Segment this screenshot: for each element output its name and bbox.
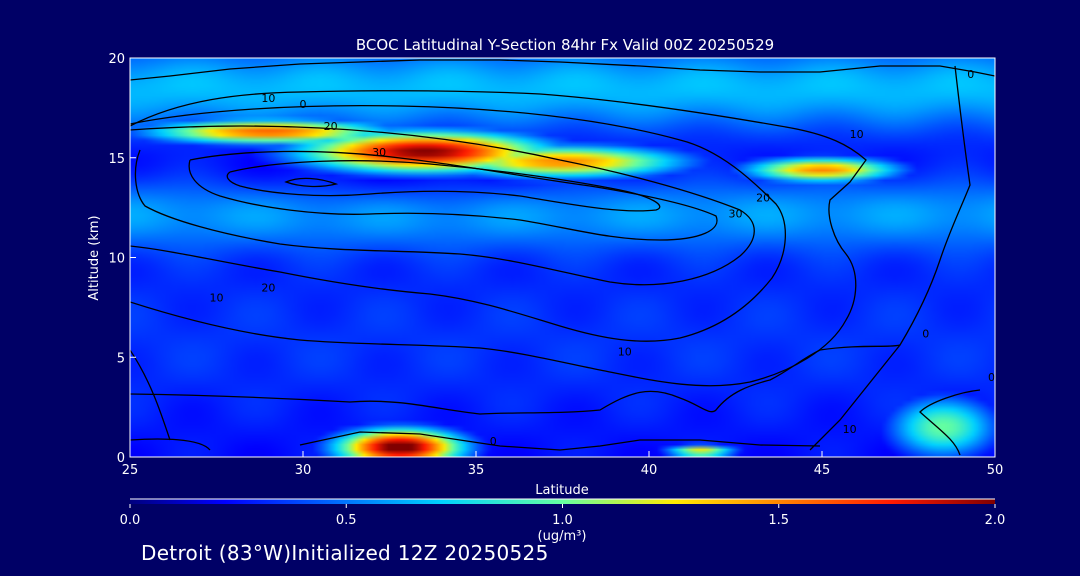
- y-axis: 0 5 10 15 20: [108, 52, 136, 466]
- contour-label: 10: [210, 291, 224, 304]
- x-tick-label: 25: [122, 463, 139, 478]
- contour-50: [226, 160, 661, 212]
- contour-label: 0: [300, 98, 307, 111]
- y-tick-label: 10: [108, 252, 125, 267]
- y-axis-label: Altitude (km): [87, 215, 102, 300]
- colorbar-tick-label: 0.0: [120, 513, 141, 528]
- footer-caption: Detroit (83°W)Initialized 12Z 20250525: [141, 541, 549, 565]
- x-tick-label: 40: [641, 463, 658, 478]
- concentration-field: [130, 58, 995, 457]
- colorbar-ticks: 0.0 0.5 1.0 1.5 2.0: [120, 504, 1006, 528]
- x-tick-label: 50: [987, 463, 1004, 478]
- contour-0-top: [130, 59, 995, 81]
- colorbar-tick-label: 0.5: [336, 513, 357, 528]
- contour-10-outer: [130, 90, 867, 387]
- contour-label: 10: [843, 423, 857, 436]
- contour-20: [130, 104, 786, 342]
- x-axis-label: Latitude: [535, 483, 589, 498]
- contour-label: 30: [372, 146, 386, 159]
- y-tick-label: 15: [108, 152, 125, 167]
- x-tick-label: 45: [814, 463, 831, 478]
- colorbar-tick-label: 1.5: [768, 513, 789, 528]
- contour-10-lower: [130, 344, 981, 456]
- contour-label: 0: [988, 371, 995, 384]
- y-tick-label: 5: [117, 351, 125, 366]
- contour-label: 30: [729, 208, 743, 221]
- x-tick-label: 35: [468, 463, 485, 478]
- x-axis: 25 30 35 40 45 50: [122, 451, 1004, 478]
- contour-label: 10: [618, 345, 632, 358]
- contour-label: 20: [261, 281, 275, 294]
- contour-label: 20: [756, 192, 770, 205]
- chart-title: BCOC Latitudinal Y-Section 84hr Fx Valid…: [356, 36, 774, 54]
- colorbar-units: (ug/m³): [538, 529, 587, 544]
- y-tick-label: 20: [108, 52, 125, 67]
- contour-label: 10: [850, 128, 864, 141]
- colorbar: 0.0 0.5 1.0 1.5 2.0 (ug/m³): [120, 498, 1006, 544]
- colorbar-tick-label: 1.0: [552, 513, 573, 528]
- contour-0-boundary: [130, 431, 821, 451]
- contour-30: [130, 125, 755, 286]
- contour-0-vertical: [809, 65, 971, 451]
- contour-lines: [130, 59, 995, 456]
- contour-label: 20: [324, 120, 338, 133]
- contour-label: 0: [967, 68, 974, 81]
- y-tick-label: 0: [117, 451, 125, 466]
- plot-area: 0 10 20 30 30 20 10 0 20 10 10 0 0 0 10: [129, 57, 996, 458]
- contour-labels: 0 10 20 30 30 20 10 0 20 10 10 0 0 0 10: [210, 68, 996, 448]
- colorbar-gradient: [130, 499, 995, 504]
- contour-60: [284, 177, 339, 188]
- contour-label: 0: [490, 435, 497, 448]
- contour-label: 0: [922, 327, 929, 340]
- colorbar-tick-label: 2.0: [985, 513, 1006, 528]
- x-tick-label: 30: [295, 463, 312, 478]
- contour-40: [188, 150, 718, 241]
- contour-label: 10: [261, 92, 275, 105]
